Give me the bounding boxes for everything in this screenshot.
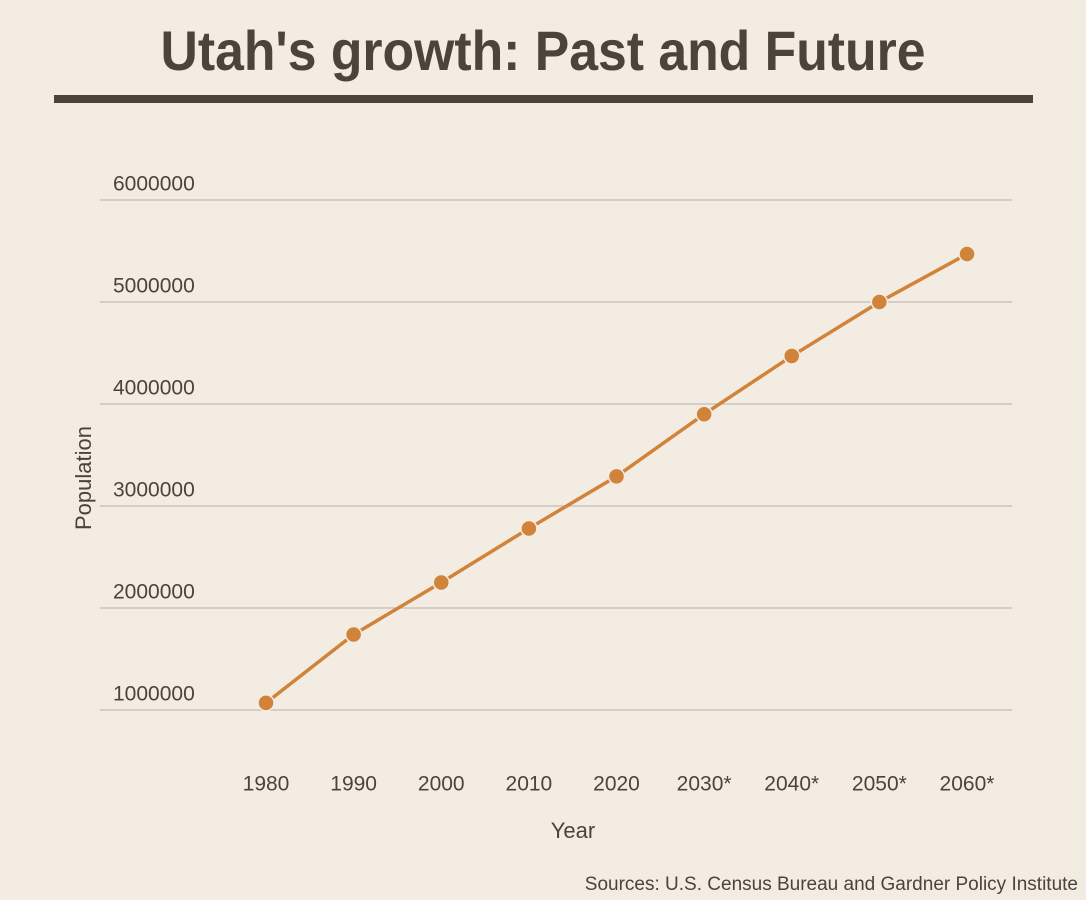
y-tick-label: 2000000 xyxy=(113,581,195,604)
x-tick-label: 1990 xyxy=(330,773,377,796)
data-point xyxy=(870,293,889,311)
y-tick-label: 5000000 xyxy=(113,275,195,298)
data-point xyxy=(520,519,538,538)
source-note: Sources: U.S. Census Bureau and Gardner … xyxy=(585,874,1078,895)
y-tick-label: 6000000 xyxy=(113,173,195,196)
y-tick-label: 1000000 xyxy=(113,683,195,706)
x-tick-label: 2030* xyxy=(677,773,732,796)
x-tick-label: 2020 xyxy=(593,773,640,796)
y-axis-title: Population xyxy=(71,426,96,530)
title-rule xyxy=(54,95,1033,103)
data-point xyxy=(432,573,450,592)
x-tick-label: 2040* xyxy=(764,773,819,796)
y-tick-label: 3000000 xyxy=(113,479,195,502)
data-point xyxy=(958,245,976,263)
x-tick-label: 2060* xyxy=(940,773,995,796)
data-point xyxy=(344,625,363,644)
x-tick-label: 2010 xyxy=(506,773,553,796)
chart-title: Utah's growth: Past and Future xyxy=(161,19,926,82)
x-axis-title: Year xyxy=(551,818,595,843)
data-point xyxy=(783,347,801,365)
data-point xyxy=(257,694,275,712)
data-point xyxy=(607,467,626,486)
x-tick-label: 2000 xyxy=(418,773,465,796)
y-tick-label: 4000000 xyxy=(113,377,195,400)
data-point xyxy=(695,405,713,423)
x-tick-label: 1980 xyxy=(243,773,290,796)
x-tick-label: 2050* xyxy=(852,773,907,796)
